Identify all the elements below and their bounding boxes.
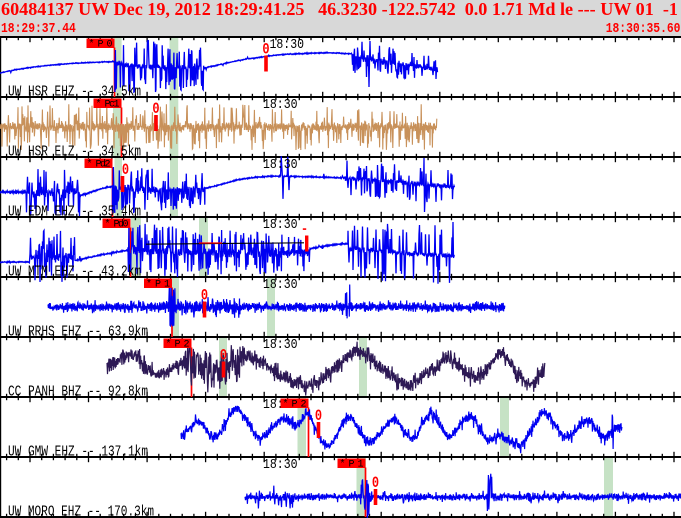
svg-text:18:30: 18:30 (270, 37, 305, 53)
svg-text:18:30:35.60: 18:30:35.60 (606, 22, 681, 37)
svg-text:* P 2: * P 2 (166, 339, 190, 351)
svg-text:18:30: 18:30 (263, 217, 298, 233)
svg-text:* Pc1: * Pc1 (96, 99, 120, 111)
svg-text:0: 0 (152, 100, 159, 118)
svg-text:18:30: 18:30 (263, 157, 298, 173)
svg-text:0: 0 (372, 474, 379, 492)
svg-text:* Pd2: * Pd2 (87, 159, 111, 171)
svg-text:18:29:37.44: 18:29:37.44 (1, 22, 76, 37)
svg-text:* P 1: * P 1 (340, 459, 364, 471)
svg-text:UW HSR ELZ -- 34.5km: UW HSR ELZ -- 34.5km (8, 143, 141, 160)
svg-text:18:30: 18:30 (263, 337, 298, 353)
svg-text:0: 0 (201, 287, 208, 305)
svg-text:UW RRHS EHZ -- 63.9km: UW RRHS EHZ -- 63.9km (8, 323, 148, 340)
svg-text:* Pd0: * Pd0 (105, 219, 129, 231)
svg-text:0: 0 (122, 161, 129, 179)
svg-text:18:30: 18:30 (263, 457, 298, 473)
svg-text:UW GMW EHZ -- 137.1km: UW GMW EHZ -- 137.1km (8, 443, 148, 460)
svg-text:18:30: 18:30 (263, 277, 298, 293)
svg-text:* P 2: * P 2 (283, 399, 307, 411)
svg-text:UW MTM EHZ -- 43.2km: UW MTM EHZ -- 43.2km (8, 263, 141, 280)
svg-text:* P 1: * P 1 (146, 279, 170, 291)
svg-text:18:30: 18:30 (263, 97, 298, 113)
svg-text:* P 0: * P 0 (89, 39, 113, 51)
svg-text:UW MORQ EHZ -- 170.3km: UW MORQ EHZ -- 170.3km (8, 503, 154, 518)
svg-text:60484137 UW Dec 19, 2012 18:29: 60484137 UW Dec 19, 2012 18:29:41.25 46.… (1, 0, 678, 19)
svg-text:0: 0 (315, 407, 322, 425)
svg-text:UW HSR EHZ -- 34.5km: UW HSR EHZ -- 34.5km (8, 83, 141, 100)
svg-text:0: 0 (220, 347, 227, 365)
svg-text:CC PANH BHZ -- 92.8km: CC PANH BHZ -- 92.8km (8, 383, 148, 400)
svg-text:UW EDM EHZ -- 35.4km: UW EDM EHZ -- 35.4km (8, 203, 141, 220)
svg-text:0: 0 (262, 41, 269, 59)
